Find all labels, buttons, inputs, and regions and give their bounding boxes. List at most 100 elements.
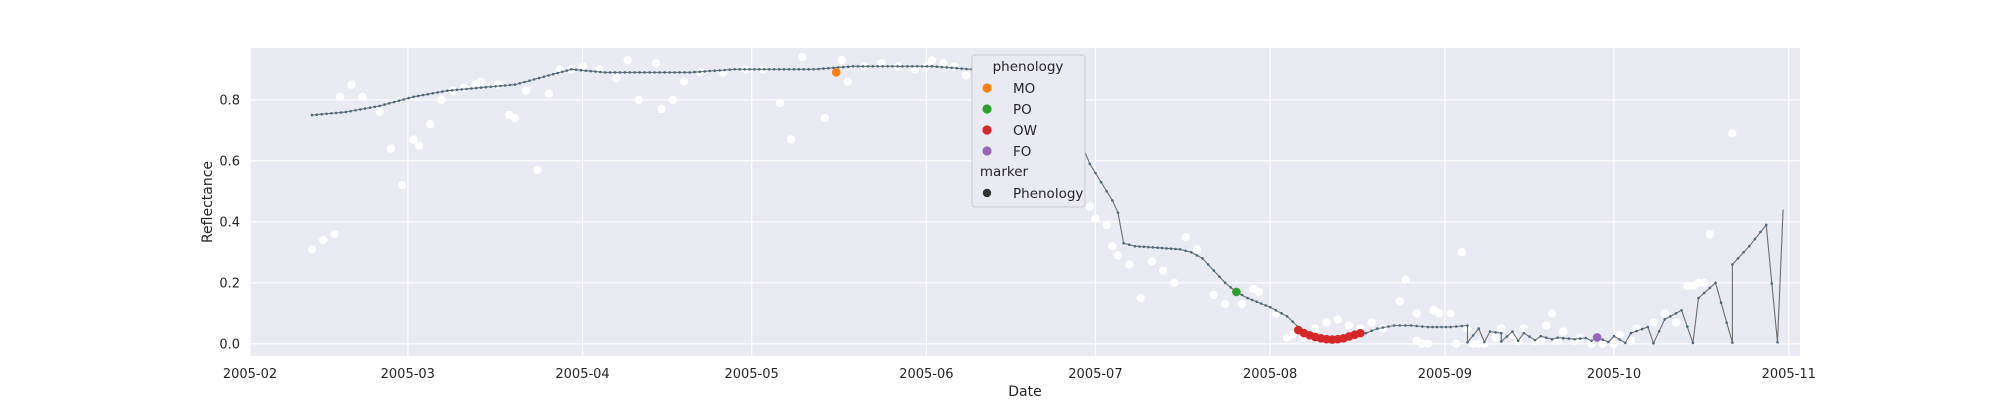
legend-swatch-fo <box>982 146 992 156</box>
fitted-curve-dot <box>1528 335 1531 338</box>
fitted-curve-dot <box>1578 337 1582 340</box>
fitted-curve-dot <box>1483 340 1486 344</box>
fitted-curve-dot <box>1736 257 1740 260</box>
observation-point <box>1451 339 1461 349</box>
fitted-curve-dot <box>1742 251 1745 254</box>
fitted-curve-dot <box>594 70 597 73</box>
fitted-curve-dot <box>797 68 801 71</box>
fitted-curve-dot <box>584 69 588 72</box>
observation-point <box>820 113 830 123</box>
fitted-curve-dot <box>1607 340 1610 344</box>
fitted-curve-dot <box>1748 244 1751 248</box>
fitted-curve-dot <box>851 65 855 68</box>
observation-point <box>1237 299 1247 309</box>
fitted-curve-dot <box>1776 341 1779 344</box>
fitted-curve-dot <box>1545 336 1548 340</box>
phenology-point-po <box>1232 287 1241 297</box>
fitted-curve-dot <box>608 71 612 74</box>
fitted-curve-dot <box>743 68 746 71</box>
fitted-curve-dot <box>738 68 741 71</box>
fitted-curve-dot <box>623 71 627 74</box>
x-tick-label: 2005-02 <box>223 367 277 382</box>
fitted-curve-dot <box>330 112 333 115</box>
fitted-curve-dot <box>1099 180 1103 184</box>
observation-point <box>1705 229 1715 239</box>
observation-point <box>1322 318 1331 327</box>
x-tick-label: 2005-04 <box>555 367 609 382</box>
fitted-curve-dot <box>1435 325 1439 329</box>
observation-point <box>493 80 503 89</box>
fitted-curve-dot <box>1494 331 1497 334</box>
observation-point <box>335 92 345 101</box>
fitted-curve-dot <box>1640 327 1644 331</box>
observation-point <box>1728 129 1737 138</box>
observation-point <box>1254 287 1264 297</box>
legend-frame <box>971 54 1086 208</box>
fitted-curve-dot <box>1624 341 1627 345</box>
fitted-curve-dot <box>503 84 507 87</box>
fitted-curve-dot <box>1601 338 1604 342</box>
fitted-curve-dot <box>475 86 478 90</box>
observation-point <box>375 107 384 117</box>
fitted-curve-dot <box>556 71 559 75</box>
y-tick-label: 0.0 <box>219 337 240 352</box>
fitted-curve-dot <box>787 68 791 71</box>
fitted-curve-dot <box>1285 315 1289 318</box>
fitted-curve-dot <box>1291 320 1294 324</box>
fitted-curve-dot <box>753 68 756 71</box>
fitted-curve-dot <box>561 70 564 74</box>
fitted-curve-dot <box>513 83 517 86</box>
fitted-curve-dot <box>1415 324 1418 328</box>
fitted-curve-dot <box>1567 337 1571 340</box>
tick-labels: 2005-02 2005-03 2005-04 2005-05 2005-06 2005-… <box>219 93 1816 382</box>
fitted-curve-dot <box>1212 269 1216 272</box>
observation-point <box>459 83 469 92</box>
fitted-curve-dot <box>925 65 929 68</box>
fitted-curve-dot <box>320 112 324 116</box>
fitted-curve-dot <box>911 65 914 68</box>
fitted-curve-dot <box>1500 331 1503 335</box>
fitted-curve-dot <box>1387 325 1390 328</box>
observation-point <box>1412 309 1421 318</box>
fitted-curve-dot <box>1421 325 1424 328</box>
fitted-curve-dot <box>920 65 924 68</box>
observation-point <box>798 52 807 62</box>
fitted-curve-dot <box>901 65 904 68</box>
fitted-curve-dot <box>613 71 617 74</box>
observation-point <box>1412 336 1421 345</box>
fitted-curve-dot <box>1409 324 1413 327</box>
fitted-curve-dot <box>1719 301 1723 305</box>
fitted-curve-dot <box>349 109 352 113</box>
fitted-curve-dot <box>1151 246 1155 249</box>
fitted-curve-dot <box>1246 296 1249 300</box>
fitted-curve-dot <box>633 71 636 74</box>
observation-point <box>521 86 531 95</box>
fitted-curve-dot <box>1444 325 1448 329</box>
observation-point <box>319 235 328 245</box>
observation-point <box>843 77 852 86</box>
fitted-curve-dot <box>713 69 716 72</box>
fitted-curve-dot <box>1218 275 1221 279</box>
fitted-curve-dot <box>508 83 512 87</box>
phenology-point-mo <box>831 68 841 77</box>
observation-point <box>358 92 367 101</box>
fitted-curve-dot <box>551 72 555 76</box>
fitted-curve-dot <box>723 68 726 72</box>
fitted-curve-dot <box>1731 263 1734 266</box>
observation-point <box>510 113 520 123</box>
fitted-curve-dot <box>528 79 531 82</box>
fitted-curve-dot <box>1477 327 1480 330</box>
fitted-curve-dot <box>846 65 850 68</box>
fitted-curve-dot <box>841 65 845 69</box>
fitted-curve-dot <box>668 71 671 74</box>
fitted-curve-dot <box>1190 251 1193 254</box>
fitted-curve-dot <box>579 68 583 72</box>
observation-point <box>1136 293 1145 303</box>
fitted-curve-dot <box>1516 339 1520 343</box>
fitted-curve-dot <box>768 68 771 71</box>
observation-point <box>1209 290 1219 300</box>
observation-point <box>927 55 937 65</box>
fitted-curve-dot <box>1539 334 1542 338</box>
fitted-curve-dot <box>648 71 651 74</box>
fitted-curve-dot <box>1280 312 1283 315</box>
